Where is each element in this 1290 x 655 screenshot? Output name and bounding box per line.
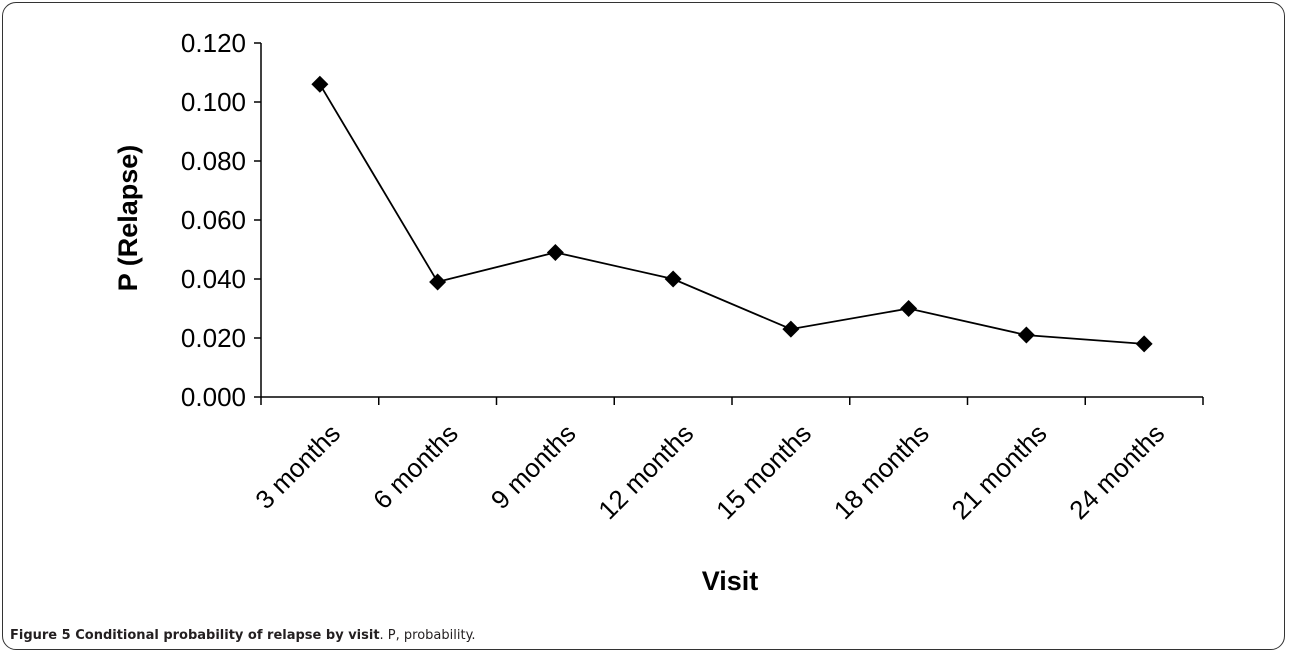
x-axis-ticks: 3 months 6 months 9 months 12 months 15 mont… — [249, 397, 1204, 525]
series-group — [311, 75, 1153, 353]
x-tick-label: 15 months — [710, 418, 817, 525]
data-point-marker — [664, 270, 682, 288]
data-point-marker — [782, 320, 800, 338]
y-tick-label: 0.120 — [181, 28, 246, 58]
y-axis-title: P (Relapse) — [113, 145, 143, 292]
data-point-marker — [546, 243, 564, 261]
y-tick-label: 0.040 — [181, 264, 246, 294]
y-tick-label: 0.000 — [181, 382, 246, 412]
x-tick-label: 3 months — [249, 418, 346, 515]
y-tick-label: 0.080 — [181, 146, 246, 176]
caption-text: . P, probability. — [379, 628, 476, 643]
x-tick-label: 12 months — [592, 418, 699, 525]
y-tick-label: 0.020 — [181, 323, 246, 353]
x-tick-label: 24 months — [1063, 418, 1170, 525]
data-point-marker — [1135, 335, 1153, 353]
series-line — [319, 83, 1145, 345]
caption-label: Figure 5 Conditional probability of rela… — [10, 628, 380, 643]
x-axis-title: Visit — [702, 566, 759, 596]
x-tick-label: 6 months — [367, 418, 464, 515]
data-point-marker — [311, 75, 329, 93]
data-point-marker — [900, 300, 918, 317]
x-tick-label: 9 months — [485, 418, 582, 515]
y-axis-ticks: 0.000 0.020 0.040 0.060 0.080 0.100 0.120 — [181, 28, 261, 412]
data-point-marker — [429, 273, 447, 291]
figure-caption: Figure 5 Conditional probability of rela… — [10, 628, 476, 643]
y-tick-label: 0.100 — [181, 87, 246, 117]
y-tick-label: 0.060 — [181, 205, 246, 235]
x-tick-label: 21 months — [946, 418, 1053, 525]
data-point-marker — [1017, 326, 1035, 344]
x-tick-label: 18 months — [828, 418, 935, 525]
